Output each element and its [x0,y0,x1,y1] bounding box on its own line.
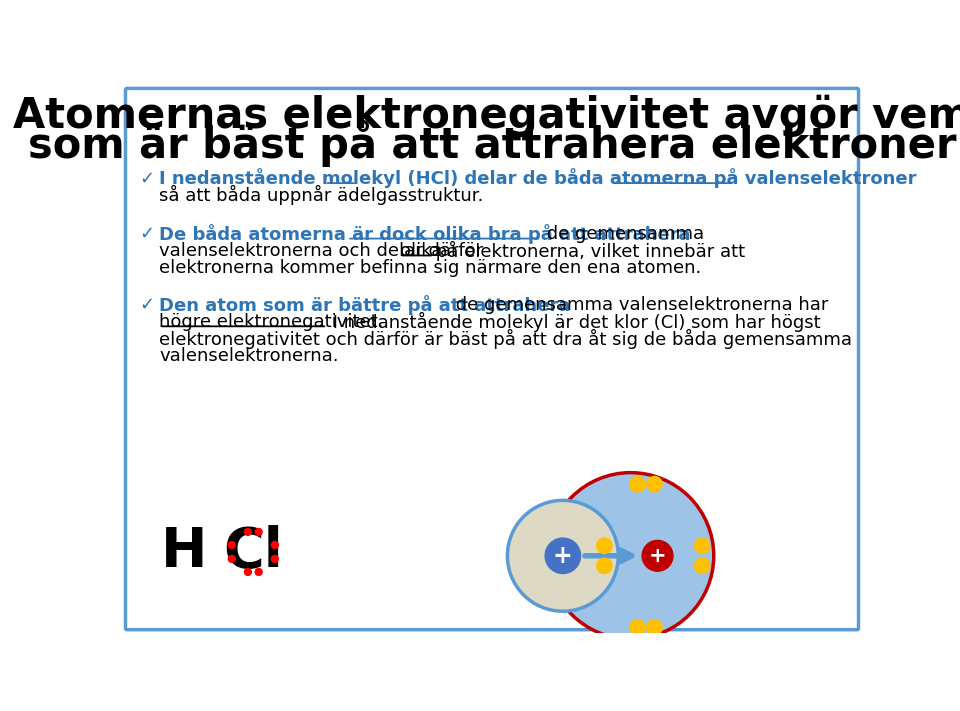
Text: Atomernas elektronegativitet avgör vem: Atomernas elektronegativitet avgör vem [13,94,960,137]
Text: De båda atomerna är dock olika bra på att attrahera: De båda atomerna är dock olika bra på at… [159,224,691,244]
Circle shape [245,569,252,575]
Text: elektronegativitet och därför är bäst på att dra åt sig de båda gemensamma: elektronegativitet och därför är bäst på… [159,328,852,348]
Text: ✓: ✓ [139,296,155,314]
Circle shape [647,476,662,492]
Circle shape [597,558,612,574]
Text: ✓: ✓ [139,169,155,188]
Circle shape [228,542,235,548]
Text: I nedanstående molekyl (HCl) delar de båda atomerna på valenselektroner: I nedanstående molekyl (HCl) delar de bå… [159,169,917,188]
Circle shape [694,538,709,553]
Text: I nedanstående molekyl är det klor (Cl) som har högst: I nedanstående molekyl är det klor (Cl) … [327,311,821,332]
FancyBboxPatch shape [126,88,858,630]
Text: Den atom som är bättre på att attrahera: Den atom som är bättre på att attrahera [159,295,570,315]
Text: som är bäst på att attrahera elektroner: som är bäst på att attrahera elektroner [28,119,956,166]
Text: olika: olika [399,242,442,260]
Text: de gemensamma: de gemensamma [541,225,705,243]
Circle shape [272,555,278,562]
Circle shape [630,620,645,635]
Text: +: + [649,546,666,566]
Circle shape [245,528,252,535]
Circle shape [545,538,581,574]
Circle shape [547,473,713,639]
Text: Cl: Cl [224,525,283,579]
Circle shape [647,620,662,635]
Text: på elektronerna, vilket innebär att: på elektronerna, vilket innebär att [430,241,746,261]
Circle shape [642,540,673,571]
Circle shape [255,528,262,535]
Text: så att båda uppnår ädelgasstruktur.: så att båda uppnår ädelgasstruktur. [159,186,484,205]
Circle shape [597,538,612,553]
Text: ✓: ✓ [139,225,155,243]
Circle shape [255,569,262,575]
Text: +: + [553,544,573,568]
Text: de gemensamma valenselektronerna har: de gemensamma valenselektronerna har [450,296,828,314]
Circle shape [694,558,709,574]
Circle shape [272,542,278,548]
Circle shape [508,501,618,611]
Text: elektronerna kommer befinna sig närmare den ena atomen.: elektronerna kommer befinna sig närmare … [159,259,702,277]
Text: valenselektronerna.: valenselektronerna. [159,346,339,365]
Circle shape [630,476,645,492]
Circle shape [228,555,235,562]
Text: valenselektronerna och delar därför: valenselektronerna och delar därför [159,242,490,260]
Text: H: H [160,525,207,579]
Text: högre elektronegativitet.: högre elektronegativitet. [159,313,384,331]
